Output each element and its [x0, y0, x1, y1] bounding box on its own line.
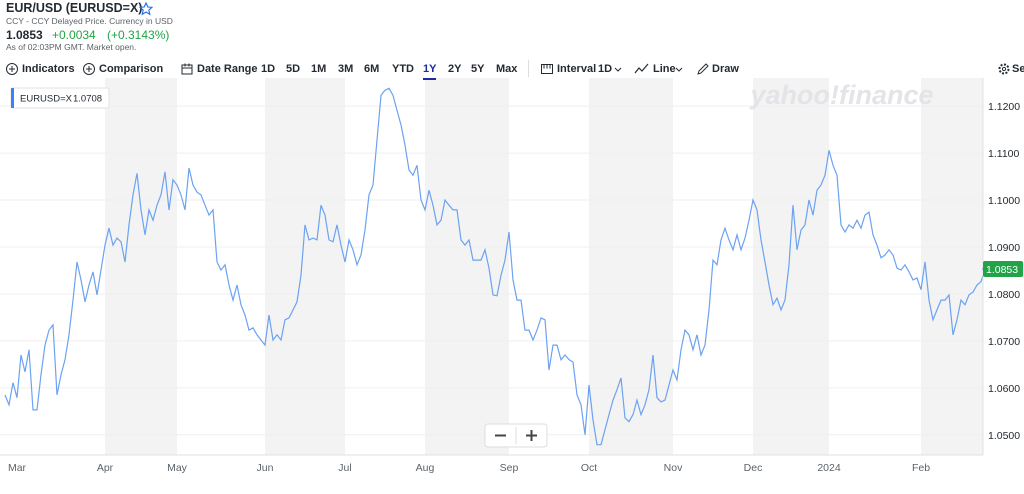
- y-tick-label: 1.1200: [988, 101, 1020, 113]
- quote-price: 1.0853: [6, 28, 43, 42]
- x-tick-label: Jul: [338, 462, 351, 474]
- month-band: [105, 78, 177, 455]
- comparison-button[interactable]: Comparison: [99, 63, 164, 75]
- x-tick-label: Jun: [257, 462, 274, 474]
- indicators-button[interactable]: Indicators: [22, 63, 75, 75]
- y-tick-label: 1.1000: [988, 195, 1020, 207]
- chevron: [614, 67, 622, 72]
- quote-subtitle: CCY - CCY Delayed Price. Currency in USD: [6, 16, 173, 26]
- y-tick-label: 1.0900: [988, 242, 1020, 254]
- month-band: [265, 78, 345, 455]
- draw-button[interactable]: Draw: [712, 63, 739, 75]
- quote-timestamp: As of 02:03PM GMT. Market open.: [6, 42, 137, 52]
- x-tick-label: Dec: [744, 462, 763, 474]
- price-line: [4, 87, 986, 446]
- last-price-badge: [983, 261, 1023, 278]
- range-button[interactable]: 2Y: [448, 63, 462, 75]
- range-button[interactable]: 6M: [364, 63, 380, 75]
- date-range-button[interactable]: Date Range: [197, 63, 258, 75]
- range-button[interactable]: 1M: [311, 63, 327, 75]
- legend-label: EURUSD=X: [20, 94, 73, 105]
- x-tick-label: Aug: [416, 462, 435, 474]
- line-icon[interactable]: [634, 62, 650, 76]
- range-button[interactable]: 5D: [286, 63, 301, 75]
- line-button[interactable]: Line: [653, 63, 676, 75]
- x-tick-label: Oct: [581, 462, 597, 474]
- range-button[interactable]: YTD: [392, 63, 414, 75]
- range-button[interactable]: 1Y: [423, 62, 437, 80]
- range-button[interactable]: Max: [496, 63, 518, 75]
- x-tick-label: Sep: [500, 462, 519, 474]
- legend-value: 1.0708: [73, 94, 102, 105]
- x-tick-label: Apr: [97, 462, 114, 474]
- interval-value[interactable]: 1D: [598, 63, 613, 75]
- date-range-icon[interactable]: [180, 62, 194, 76]
- x-tick-label: 2024: [817, 462, 841, 474]
- quote-change: +0.0034: [52, 28, 96, 42]
- chevron: [675, 67, 683, 72]
- y-tick-label: 1.0700: [988, 336, 1020, 348]
- x-tick-label: May: [167, 462, 188, 474]
- range-button[interactable]: 1D: [261, 63, 276, 75]
- month-band: [921, 78, 983, 455]
- zoom-control[interactable]: [484, 423, 548, 448]
- watermark: yahoo!finance: [748, 80, 933, 110]
- month-band: [425, 78, 509, 455]
- comparison-icon[interactable]: [82, 62, 96, 76]
- interval-button[interactable]: Interval: [557, 63, 597, 75]
- y-tick-label: 1.0800: [988, 289, 1020, 301]
- y-tick-label: 1.1100: [988, 148, 1019, 160]
- settings-button[interactable]: Se: [1012, 63, 1024, 75]
- last-price-label: 1.0853: [986, 264, 1018, 276]
- interval-icon[interactable]: [540, 62, 554, 76]
- draw-icon[interactable]: [696, 62, 710, 76]
- quote-change-percent: (+0.3143%): [107, 28, 170, 42]
- watchlist-star[interactable]: [139, 2, 153, 16]
- range-button[interactable]: 3M: [338, 63, 354, 75]
- quote-title: EUR/USD (EURUSD=X): [6, 1, 143, 15]
- indicators-icon[interactable]: [5, 62, 19, 76]
- month-band: [753, 78, 829, 455]
- x-tick-label: Mar: [8, 462, 27, 474]
- separator: [528, 60, 529, 77]
- month-band: [589, 78, 673, 455]
- x-tick-label: Feb: [912, 462, 930, 474]
- y-tick-label: 1.0500: [988, 430, 1020, 442]
- settings-icon[interactable]: [997, 62, 1011, 76]
- legend-box: EURUSD=X 1.0708: [10, 87, 110, 109]
- x-tick-label: Nov: [664, 462, 683, 474]
- y-tick-label: 1.0600: [988, 383, 1020, 395]
- range-button[interactable]: 5Y: [471, 63, 485, 75]
